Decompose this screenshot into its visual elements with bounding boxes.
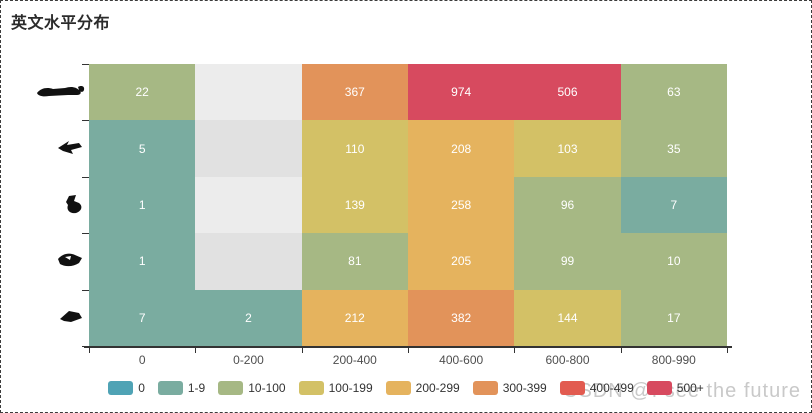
heatmap-cell[interactable]: 22 (89, 64, 196, 121)
heatmap-cell[interactable] (195, 176, 302, 234)
chart-title: 英文水平分布 (11, 15, 111, 32)
heatmap-cell[interactable]: 208 (408, 120, 515, 177)
heatmap-cell[interactable]: 144 (514, 289, 621, 346)
x-axis-tick (408, 348, 409, 353)
y-axis-tick (82, 120, 89, 122)
heatmap-cell[interactable]: 63 (620, 64, 727, 121)
heatmap-cell[interactable]: 139 (301, 176, 408, 234)
y-axis-row5-glyph-icon (59, 309, 83, 324)
heatmap-cell[interactable]: 7 (620, 176, 727, 234)
x-axis-label: 0 (138, 353, 146, 367)
heatmap-cell[interactable]: 1 (89, 176, 196, 234)
heatmap-cell[interactable]: 5 (89, 120, 196, 177)
y-axis-row1-glyph-icon (35, 84, 85, 100)
legend-label: 100-199 (328, 381, 373, 395)
heatmap-cell[interactable]: 974 (408, 64, 515, 121)
x-axis-label: 800-990 (651, 353, 696, 367)
legend-label: 300-399 (502, 381, 547, 395)
heatmap-cell[interactable]: 17 (620, 289, 727, 346)
x-axis-label: 600-800 (545, 353, 590, 367)
heatmap-cell[interactable]: 506 (514, 64, 621, 121)
heatmap-cell[interactable]: 35 (620, 120, 727, 177)
heatmap-cell[interactable] (195, 233, 302, 290)
x-axis-label: 0-200 (233, 353, 264, 367)
heatmap-cell[interactable]: 110 (301, 120, 408, 177)
y-axis-row3-glyph-icon (63, 194, 83, 215)
heatmap-cell[interactable]: 99 (514, 233, 621, 290)
y-axis-tick (82, 176, 89, 178)
heatmap-cell[interactable]: 81 (301, 233, 408, 290)
heatmap-cell[interactable]: 212 (301, 289, 408, 346)
legend-item[interactable]: 200-299 (385, 381, 460, 395)
legend-label: 200-299 (415, 381, 460, 395)
legend-label: 500+ (676, 381, 704, 395)
legend-item[interactable]: 1-9 (157, 381, 206, 395)
legend-label: 0 (138, 381, 145, 395)
heatmap-cell[interactable]: 367 (301, 64, 408, 121)
legend-swatch-icon (298, 381, 324, 395)
heatmap-cell[interactable]: 103 (514, 120, 621, 177)
x-axis-tick (89, 348, 90, 353)
legend-item[interactable]: 500+ (646, 381, 704, 395)
legend-swatch-icon (218, 381, 244, 395)
y-axis-row2-glyph-icon (57, 139, 83, 156)
watermark: CSDN @I see the future (563, 380, 801, 402)
heatmap-cell[interactable]: 382 (408, 289, 515, 346)
legend-swatch-icon (108, 381, 134, 395)
legend-item[interactable]: 100-199 (298, 381, 373, 395)
heatmap-cell[interactable]: 10 (620, 233, 727, 290)
heatmap-cell[interactable] (195, 120, 302, 177)
legend-item[interactable]: 300-399 (472, 381, 547, 395)
x-axis-tick (620, 348, 622, 353)
legend-label: 1-9 (187, 381, 206, 395)
legend-item[interactable]: 10-100 (218, 381, 286, 395)
legend-swatch-icon (559, 381, 585, 395)
legend-label: 10-100 (248, 381, 286, 395)
y-axis-row4-glyph-icon (55, 251, 83, 268)
heatmap-cell[interactable]: 205 (408, 233, 515, 290)
y-axis-tick (82, 346, 89, 347)
x-axis-label: 200-400 (332, 353, 377, 367)
x-axis-tick (195, 348, 197, 353)
legend-label: 400-499 (589, 381, 634, 395)
x-axis-tick (301, 348, 303, 353)
heatmap-cell[interactable]: 1 (89, 233, 196, 290)
legend-swatch-icon (472, 381, 498, 395)
heatmap-grid: 22 367 974 506 63 5 110 208 103 35 1 139 258 96 7 1 81 20… (89, 64, 727, 346)
heatmap-cell[interactable]: 258 (408, 176, 515, 234)
legend-swatch-icon (385, 381, 411, 395)
x-axis-line (84, 346, 732, 348)
heatmap-cell[interactable]: 7 (89, 289, 196, 346)
heatmap-cell[interactable] (195, 64, 302, 121)
legend-item[interactable]: 400-499 (559, 381, 634, 395)
y-axis-tick (82, 289, 89, 291)
legend-swatch-icon (646, 381, 672, 395)
x-axis-tick (514, 348, 516, 353)
legend-swatch-icon (157, 381, 183, 395)
x-axis-tick (727, 348, 728, 353)
legend: 0 1-9 10-100 100-199 200-299 300-399 400-499 50… (1, 381, 811, 395)
x-axis-label: 400-600 (439, 353, 484, 367)
y-axis-tick (82, 64, 89, 65)
y-axis-tick (82, 233, 89, 235)
heatmap-cell[interactable]: 96 (514, 176, 621, 234)
legend-item[interactable]: 0 (108, 381, 145, 395)
heatmap-cell[interactable]: 2 (195, 289, 302, 346)
